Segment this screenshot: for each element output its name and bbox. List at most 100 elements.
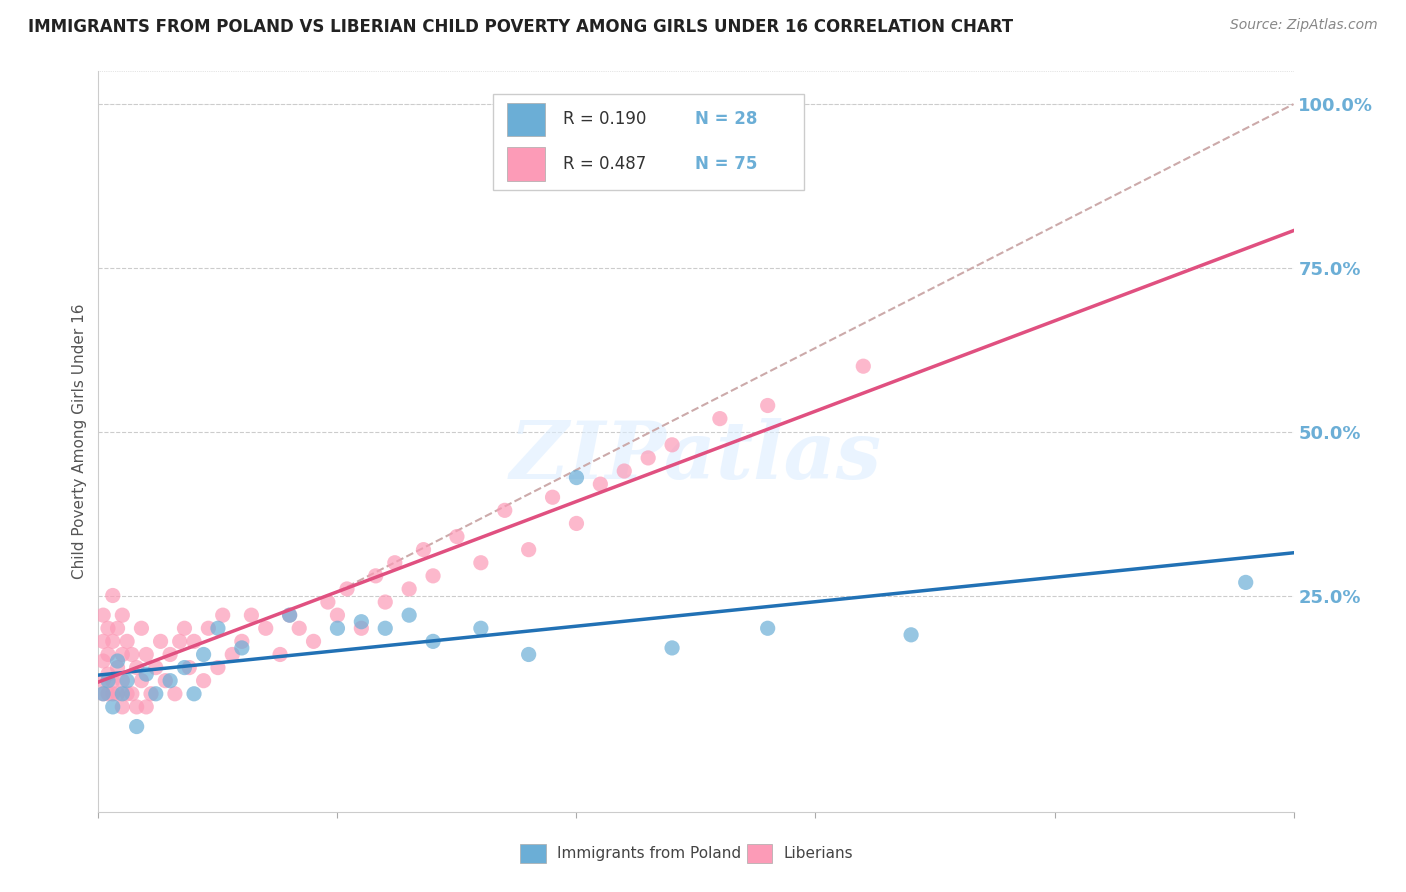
Point [470,621,492,635]
Point [155,673,177,688]
Point [101,699,124,714]
Point [288,621,311,635]
Point [207,621,229,635]
Point [91,634,114,648]
Point [350,615,373,629]
Point [316,595,339,609]
Point [159,648,181,662]
Point [852,359,875,374]
Point [374,621,396,635]
Point [637,450,659,465]
Point [661,438,683,452]
Point [374,595,396,609]
Point [173,621,195,635]
Point [131,673,153,688]
Point [1234,575,1257,590]
Point [422,569,444,583]
Text: R = 0.487: R = 0.487 [564,155,647,173]
Point [207,660,229,674]
Point [121,687,143,701]
Point [269,648,291,662]
Point [107,621,129,635]
Point [111,673,134,688]
Point [326,621,349,635]
Point [183,687,205,701]
Point [111,687,134,701]
Point [135,667,157,681]
Point [398,582,420,596]
Point [121,648,143,662]
Point [125,720,148,734]
Point [101,687,124,701]
Point [336,582,359,596]
Point [240,608,263,623]
Point [169,634,191,648]
Point [231,640,253,655]
Point [145,687,167,701]
Text: N = 75: N = 75 [695,155,758,173]
Point [91,687,114,701]
Point [565,516,588,531]
Point [107,654,129,668]
Point [111,608,134,623]
FancyBboxPatch shape [508,147,546,180]
Point [125,660,148,674]
Point [115,673,138,688]
Point [422,634,444,648]
Point [91,608,114,623]
Point [97,648,120,662]
Point [97,667,120,681]
Point [589,477,612,491]
Point [470,556,492,570]
Point [709,411,731,425]
Point [231,634,253,648]
Point [326,608,349,623]
Point [91,654,114,668]
Point [302,634,325,648]
Point [107,660,129,674]
FancyBboxPatch shape [494,94,804,190]
Point [278,608,301,623]
FancyBboxPatch shape [508,103,546,136]
Text: ZIPatlas: ZIPatlas [510,417,882,495]
Point [193,648,215,662]
Point [101,673,124,688]
Point [149,634,172,648]
Point [565,470,588,484]
Point [384,556,406,570]
Text: Immigrants from Poland: Immigrants from Poland [557,847,741,861]
Text: R = 0.190: R = 0.190 [564,111,647,128]
Point [111,648,134,662]
Point [101,589,124,603]
Point [159,673,181,688]
Point [517,648,540,662]
Point [163,687,186,701]
Point [517,542,540,557]
Point [446,530,468,544]
Point [135,699,157,714]
Point [254,621,277,635]
Point [494,503,516,517]
Text: N = 28: N = 28 [695,111,758,128]
Point [173,660,195,674]
Point [115,634,138,648]
Point [398,608,420,623]
Point [364,569,387,583]
Point [91,673,114,688]
Point [221,648,243,662]
Point [756,399,779,413]
Point [211,608,233,623]
Point [111,699,134,714]
Point [193,673,215,688]
Point [115,687,138,701]
Point [131,621,153,635]
Point [97,673,120,688]
Point [756,621,779,635]
Point [278,608,301,623]
Y-axis label: Child Poverty Among Girls Under 16: Child Poverty Among Girls Under 16 [72,304,87,579]
Point [91,687,114,701]
Point [541,490,564,504]
Point [125,699,148,714]
Point [412,542,434,557]
Point [900,628,922,642]
